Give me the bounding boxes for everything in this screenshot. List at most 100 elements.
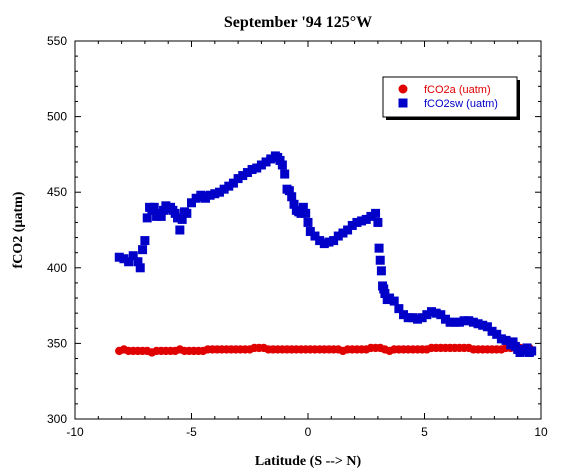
point-fco2sw [394, 304, 404, 314]
chart-title: September '94 125°W [224, 14, 372, 31]
legend-marker-fco2sw [398, 98, 408, 108]
point-fco2sw [374, 243, 384, 253]
series-0 [115, 343, 534, 357]
point-fco2sw [389, 296, 399, 306]
point-fco2sw [399, 310, 409, 320]
point-fco2sw [426, 307, 436, 317]
point-fco2sw [177, 214, 187, 224]
point-fco2sw [187, 198, 196, 208]
point-fco2sw [238, 171, 248, 181]
x-tick-label: 5 [421, 425, 428, 439]
point-fco2sw [357, 216, 367, 226]
legend-label-fco2a: fCO2a (uatm) [424, 84, 491, 96]
point-fco2sw [296, 208, 306, 218]
point-fco2sw [133, 257, 143, 267]
point-fco2sw [373, 217, 383, 227]
point-fco2sw [413, 314, 423, 324]
legend-box [382, 76, 518, 118]
point-fco2sw [219, 184, 229, 194]
point-fco2sw [375, 255, 385, 265]
y-tick-label: 350 [47, 336, 67, 350]
point-fco2sw [333, 231, 343, 241]
point-fco2sw [324, 237, 334, 247]
point-fco2sw [135, 263, 145, 273]
point-fco2sw [315, 236, 325, 246]
y-tick-label: 400 [47, 261, 67, 275]
point-fco2sw [522, 343, 532, 353]
point-fco2sw [280, 169, 290, 179]
point-fco2sw [468, 317, 478, 327]
x-tick-label: 0 [305, 425, 312, 439]
legend-label-fco2sw: fCO2sw (uatm) [424, 98, 498, 110]
point-fco2sw [252, 163, 262, 173]
x-axis-label: Latitude (S --> N) [255, 454, 362, 469]
point-fco2sw [233, 174, 243, 184]
point-fco2sw [310, 231, 320, 241]
point-fco2sw [128, 251, 138, 261]
point-fco2sw [119, 254, 129, 264]
point-fco2sw [298, 202, 308, 212]
y-tick-label: 500 [47, 110, 67, 124]
point-fco2sw [403, 313, 413, 323]
point-fco2sw [182, 208, 192, 218]
point-fco2sw [275, 155, 285, 165]
point-fco2sw [214, 187, 224, 197]
y-tick-label: 300 [47, 412, 67, 426]
point-fco2sw [261, 157, 271, 167]
point-fco2sw [256, 160, 266, 170]
series-1 [114, 151, 537, 357]
point-fco2sw [343, 225, 353, 235]
point-fco2sw [422, 310, 432, 320]
point-fco2sw [431, 308, 441, 318]
point-fco2sw [371, 208, 381, 218]
point-fco2sw [376, 266, 386, 276]
point-fco2sw [284, 186, 294, 196]
y-tick-label: 550 [47, 34, 67, 48]
point-fco2sw [459, 316, 469, 326]
point-fco2sw [277, 160, 287, 170]
point-fco2sw [200, 193, 210, 203]
point-fco2sw [149, 202, 159, 212]
point-fco2sw [508, 337, 518, 347]
point-fco2sw [338, 228, 348, 238]
point-fco2sw [303, 217, 313, 227]
point-fco2sw [492, 329, 502, 339]
point-fco2sw [124, 257, 134, 267]
point-fco2sw [347, 220, 357, 230]
point-fco2sw [501, 335, 511, 345]
y-tick-label: 450 [47, 185, 67, 199]
point-fco2sw [487, 326, 497, 336]
legend-shadow-bottom [386, 117, 520, 120]
point-fco2sw [445, 317, 455, 327]
point-fco2sw [170, 208, 180, 218]
point-fco2sw [319, 239, 329, 249]
point-fco2sw [352, 217, 362, 227]
point-fco2sw [210, 189, 220, 199]
x-tick-label: 10 [534, 425, 548, 439]
point-fco2sw [478, 320, 488, 330]
x-tick-label: -5 [186, 425, 197, 439]
legend: fCO2a (uatm) fCO2sw (uatm) [382, 76, 520, 120]
point-fco2sw [205, 190, 215, 200]
point-fco2sw [114, 252, 124, 262]
data-marks [114, 151, 537, 357]
point-fco2sw [173, 213, 183, 223]
point-fco2sw [527, 346, 537, 356]
point-fco2sw [408, 313, 418, 323]
point-fco2sw [329, 236, 339, 246]
x-tick-label: -10 [66, 425, 84, 439]
point-fco2sw [450, 317, 460, 327]
point-fco2sw [175, 225, 185, 235]
point-fco2sw [361, 214, 371, 224]
point-fco2sw [454, 317, 464, 327]
point-fco2sw [156, 211, 166, 221]
tick-labels: -10 -5 0 5 10 300 350 400 450 500 550 [47, 34, 548, 439]
point-fco2sw [142, 213, 152, 223]
point-fco2sw [191, 193, 201, 203]
point-fco2sw [436, 310, 446, 320]
point-fco2sw [301, 208, 311, 218]
point-fco2sw [266, 154, 276, 164]
legend-marker-fco2a [398, 84, 408, 94]
y-axis-label: fCO2 (µatm) [11, 191, 26, 268]
